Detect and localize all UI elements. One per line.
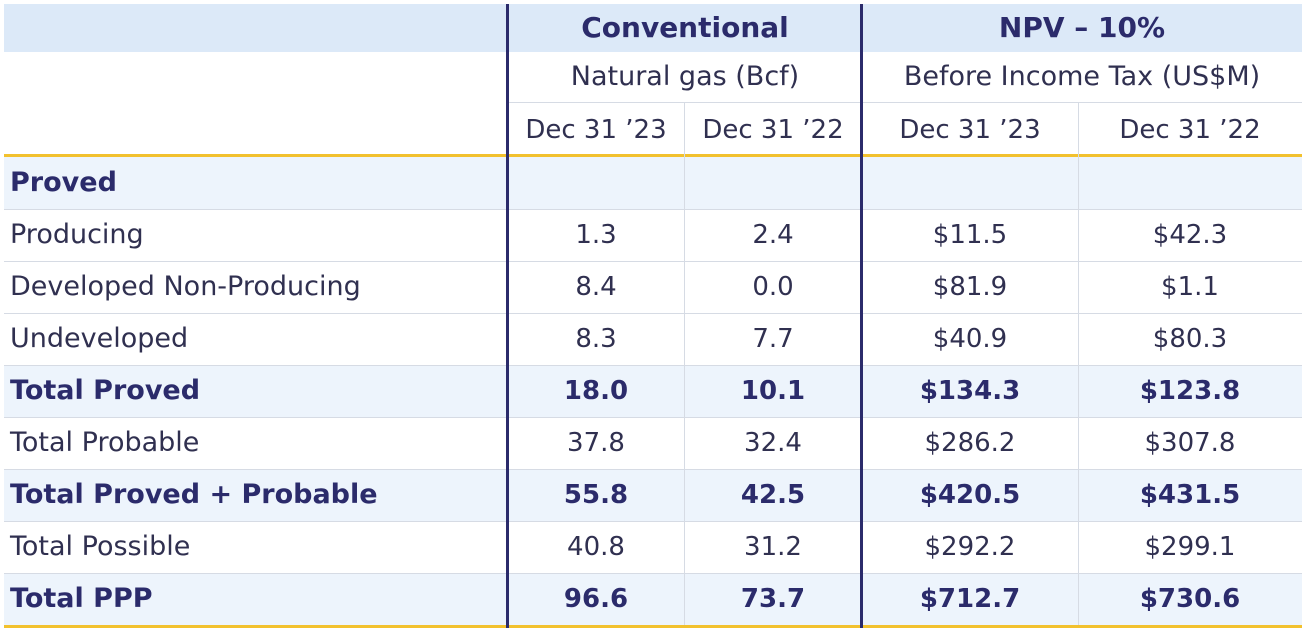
row-label: Total Proved + Probable — [10, 479, 378, 510]
value-cell: 7.7 — [752, 324, 794, 354]
value-cell: 0.0 — [752, 272, 794, 302]
row-divider — [4, 365, 1302, 366]
value-cell: 8.3 — [575, 324, 617, 354]
value-cell: $40.9 — [932, 324, 1008, 354]
date-header: Dec 31 ’22 — [702, 115, 844, 145]
npv-header: NPV – 10% — [998, 11, 1166, 44]
header-divider — [508, 102, 1302, 103]
value-cell: $11.5 — [932, 220, 1008, 250]
value-cell: 2.4 — [752, 220, 794, 250]
before-tax-subheader: Before Income Tax (US$M) — [903, 61, 1261, 92]
row-label: Total Possible — [10, 531, 191, 562]
value-cell: 8.4 — [575, 272, 617, 302]
value-cell: 73.7 — [740, 584, 806, 614]
table-row: Total Proved 18.0 10.1 $134.3 $123.8 — [4, 365, 1302, 417]
value-cell: 31.2 — [744, 532, 802, 562]
table-row: Developed Non-Producing 8.4 0.0 $81.9 $1… — [4, 261, 1302, 313]
table-row: Total PPP 96.6 73.7 $712.7 $730.6 — [4, 573, 1302, 625]
row-divider — [4, 417, 1302, 418]
column-divider — [1078, 102, 1079, 625]
row-divider — [4, 521, 1302, 522]
table-row: Undeveloped 8.3 7.7 $40.9 $80.3 — [4, 313, 1302, 365]
value-cell: 32.4 — [744, 428, 802, 458]
value-cell: $81.9 — [932, 272, 1008, 302]
value-cell: 18.0 — [563, 376, 629, 406]
value-cell: $80.3 — [1152, 324, 1228, 354]
group-divider — [506, 4, 509, 628]
row-divider — [4, 313, 1302, 314]
value-cell: $730.6 — [1139, 584, 1241, 614]
value-cell: 55.8 — [563, 480, 629, 510]
group-divider — [860, 4, 863, 628]
row-label: Proved — [10, 167, 117, 198]
column-divider — [684, 102, 685, 625]
row-divider — [4, 469, 1302, 470]
row-label: Developed Non-Producing — [10, 271, 361, 302]
value-cell: 40.8 — [567, 532, 625, 562]
value-cell: 1.3 — [575, 220, 617, 250]
conventional-header: Conventional — [581, 11, 789, 44]
row-label: Producing — [10, 219, 144, 250]
table-row: Total Possible 40.8 31.2 $292.2 $299.1 — [4, 521, 1302, 573]
value-cell: $292.2 — [924, 532, 1016, 562]
row-label: Undeveloped — [10, 323, 189, 354]
value-cell: $42.3 — [1152, 220, 1228, 250]
date-header: Dec 31 ’23 — [899, 115, 1041, 145]
header-gold-rule — [4, 154, 1302, 157]
row-divider — [4, 209, 1302, 210]
bottom-gold-rule — [4, 625, 1302, 628]
value-cell: 96.6 — [563, 584, 629, 614]
value-cell: $286.2 — [924, 428, 1016, 458]
value-cell: $299.1 — [1144, 532, 1236, 562]
row-divider — [4, 573, 1302, 574]
row-label: Total Probable — [10, 427, 200, 458]
value-cell: 10.1 — [740, 376, 806, 406]
value-cell: 42.5 — [740, 480, 806, 510]
value-cell: 37.8 — [567, 428, 625, 458]
table-row: Producing 1.3 2.4 $11.5 $42.3 — [4, 209, 1302, 261]
row-label: Total Proved — [10, 375, 201, 406]
value-cell: $420.5 — [919, 480, 1021, 510]
value-cell: $1.1 — [1161, 272, 1219, 302]
row-label: Total PPP — [10, 583, 153, 614]
value-cell: $307.8 — [1144, 428, 1236, 458]
table-row: Total Proved + Probable 55.8 42.5 $420.5… — [4, 469, 1302, 521]
date-header: Dec 31 ’23 — [525, 115, 667, 145]
value-cell: $123.8 — [1139, 376, 1241, 406]
natural-gas-subheader: Natural gas (Bcf) — [570, 61, 800, 92]
date-header: Dec 31 ’22 — [1119, 115, 1261, 145]
value-cell: $712.7 — [919, 584, 1021, 614]
header-band — [4, 4, 1302, 52]
value-cell: $431.5 — [1139, 480, 1241, 510]
table-row: Proved — [4, 157, 1302, 209]
value-cell: $134.3 — [919, 376, 1021, 406]
table-row: Total Probable 37.8 32.4 $286.2 $307.8 — [4, 417, 1302, 469]
row-divider — [4, 261, 1302, 262]
